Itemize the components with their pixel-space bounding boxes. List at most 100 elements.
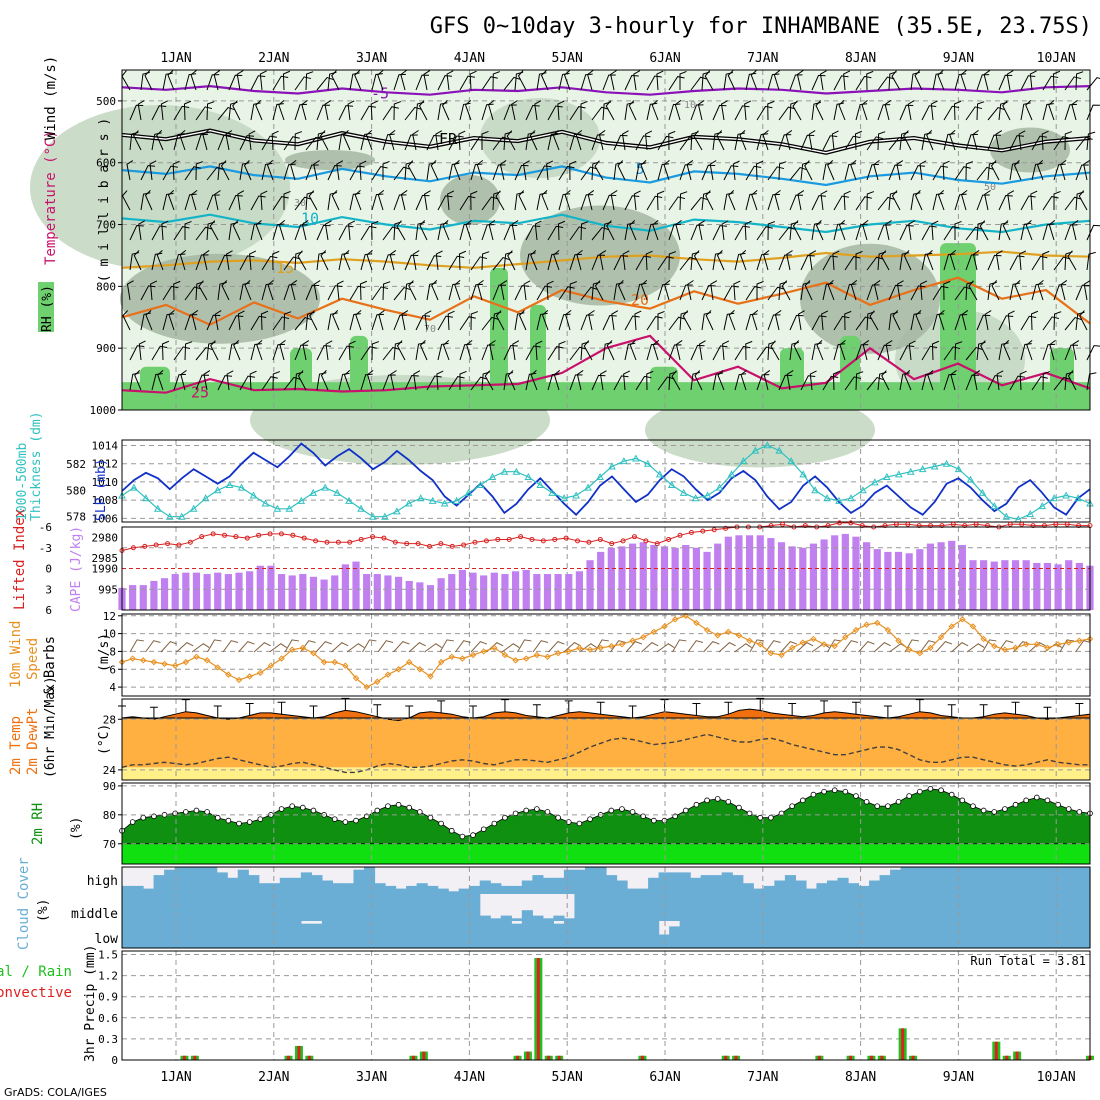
cloud-bar-high [542,877,554,894]
isotherm-label: 20 [631,291,649,309]
lifted-point [597,536,603,542]
thickness-point [488,472,497,481]
cloud-bar-high [311,875,323,894]
upper-wind-barb [150,280,158,301]
precip-convective-bar [849,1055,853,1060]
thickness-tick-label: 582 [66,458,86,471]
thickness-point [357,504,365,512]
slp-axis-label: SLP (mb) [94,458,109,521]
upper-wind-barb [569,346,587,361]
thickness-point [524,472,533,481]
upper-wind-barb [492,164,506,181]
lifted-tick-label: -3 [39,542,52,555]
upper-wind-barb [744,220,752,241]
upper-wind-barb [267,279,274,301]
upper-wind-barb [633,70,641,91]
upper-wind-barb [1042,223,1055,241]
date-tick-label-bottom: 7JAN [747,1070,778,1085]
upper-wind-barb [1019,370,1027,391]
upper-wind-barb [591,374,606,391]
cape-panel-frame [121,526,1091,611]
upper-wind-barb [173,105,190,121]
lifted-point [392,539,398,545]
footer-credit: GrADS: COLA/IGES [4,1086,107,1099]
lifted-point [415,541,421,547]
upper-wind-barb [773,69,781,91]
cloud-bar-middle [669,894,681,921]
cloud-bar-middle [237,894,249,921]
cloud-bar-middle [795,894,807,921]
upper-wind-barb [610,190,618,211]
upper-wind-barb [767,100,775,121]
upper-wind-barb [547,373,560,391]
upper-wind-barb [377,69,384,91]
wind10-barb [842,640,859,653]
cape-bar [192,572,201,610]
cloud-row-label: low [95,932,119,947]
upper-wind-barb [690,224,704,241]
wind10-barb [191,643,210,653]
wind10-point [788,644,796,652]
upper-wind-barb [833,222,845,241]
wind10-point [1012,644,1019,652]
cloud-bar-high [532,875,544,894]
lifted-point [324,539,330,545]
wind10-point [969,623,977,630]
upper-wind-barb [745,313,758,331]
isotherm-15 [121,250,1091,269]
cloud-bar-low [595,921,607,948]
upper-wind-barb [580,221,589,241]
upper-wind-barb [896,280,904,301]
cloud-bar-middle [637,894,649,921]
cloud-bar-middle [143,894,155,921]
rh2m-point [448,827,455,834]
cloud-bar-high [606,875,618,894]
lifted-point [244,535,250,541]
date-tick-label-bottom: 4JAN [454,1070,485,1085]
upper-wind-barb [811,74,826,91]
wind10-point [757,641,764,648]
cape-bar [873,549,881,610]
upper-wind-barb [190,69,197,91]
upper-wind-barb [811,342,823,361]
cape-bar [937,542,945,610]
upper-wind-barb [367,369,374,391]
cloud-bar-low [216,921,228,948]
lifted-point [631,534,637,540]
wind10-point [650,628,658,636]
upper-wind-barb [712,372,724,391]
cloud-bar-middle [584,894,597,921]
upper-wind-barb [866,284,880,301]
cloud-bar-low [900,921,912,948]
upper-wind-barb [914,190,923,211]
cloud-bar-middle [1058,894,1070,921]
upper-wind-barb [1030,190,1038,211]
thickness-point [452,496,461,504]
upper-wind-barb [408,280,417,301]
upper-wind-barb [965,133,978,151]
cloud-bar-high [437,888,449,894]
upper-wind-barb [470,190,478,211]
cloud-bar-high [900,867,912,894]
cloud-bar-middle [963,894,975,921]
thickness-point [476,480,485,488]
cloud-bar-low [427,921,439,948]
cloud-bar-low [395,921,407,948]
rh2m-point [863,799,870,805]
cloud-bar-high [553,877,565,894]
upper-wind-barb [687,280,694,301]
wind10-barb [362,639,377,653]
wind10-barb [176,642,194,653]
upper-wind-barb [635,282,647,301]
chart-layers: 1JAN1JAN2JAN2JAN3JAN3JAN4JAN4JAN5JAN5JAN… [0,51,1100,1085]
cloud-bar-low [816,921,828,948]
rh2m-point [927,785,934,792]
upper-wind-barb [448,255,465,271]
cloud-bar-high [942,867,954,894]
lifted-point [825,523,831,529]
upper-wind-barb [629,220,637,241]
cloud-bar-middle [658,894,670,921]
upper-wind-barb [547,225,564,241]
cloud-bar-middle [448,894,460,921]
upper-wind-barb [822,375,839,391]
